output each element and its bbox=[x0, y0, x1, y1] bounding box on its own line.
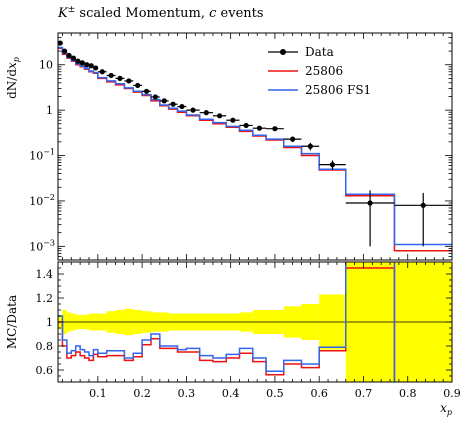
legend-label-25806-fs1: 25806 FS1 bbox=[305, 83, 371, 97]
legend-item-25806: 25806 bbox=[268, 64, 343, 78]
data-point bbox=[190, 107, 196, 113]
data-point bbox=[170, 101, 176, 107]
data-point bbox=[152, 94, 158, 100]
y-tick-label: 1 bbox=[46, 104, 53, 117]
data-point bbox=[88, 63, 94, 69]
data-point bbox=[272, 126, 278, 132]
main-plot-frame bbox=[57, 32, 453, 261]
y-tick-label: 10−3 bbox=[29, 238, 55, 253]
legend-data-marker bbox=[280, 49, 286, 55]
x-tick-label: 0.6 bbox=[310, 387, 328, 400]
data-point bbox=[367, 200, 373, 206]
y-axis-label: dN/dxp bbox=[5, 57, 21, 99]
series-line-25806-fs1 bbox=[58, 46, 452, 246]
x-tick-label: 0.3 bbox=[178, 387, 196, 400]
legend-item-25806-fs1: 25806 FS1 bbox=[268, 83, 371, 97]
data-point bbox=[93, 65, 99, 71]
ratio-plot-series bbox=[58, 262, 396, 382]
data-point bbox=[135, 82, 141, 89]
y-tick-label: 10−2 bbox=[29, 193, 55, 208]
data-point bbox=[62, 48, 68, 54]
legend: Data 25806 25806 FS1 bbox=[268, 45, 371, 97]
data-point bbox=[329, 162, 336, 168]
ratio-line-25806-fs1 bbox=[58, 262, 396, 382]
legend-item-data: Data bbox=[268, 45, 334, 59]
data-point bbox=[108, 72, 114, 79]
data-point bbox=[203, 110, 209, 116]
data-point bbox=[117, 75, 123, 81]
data-point bbox=[216, 113, 223, 119]
x-tick-label: 0.4 bbox=[222, 387, 240, 400]
data-point bbox=[99, 69, 105, 75]
data-point bbox=[307, 143, 313, 149]
ratio-tick-label: 0.8 bbox=[36, 340, 54, 353]
ratio-tick-label: 1.2 bbox=[36, 292, 54, 305]
data-point bbox=[230, 117, 236, 123]
ratio-uncertainty-band bbox=[58, 262, 452, 382]
data-point bbox=[84, 62, 90, 68]
ratio-y-axis-label: MC/Data bbox=[5, 295, 19, 349]
ratio-tick-label: 1.4 bbox=[36, 268, 54, 281]
x-tick-label: 0.9 bbox=[443, 387, 461, 400]
x-tick-label: 0.2 bbox=[133, 387, 151, 400]
x-axis-label: xp bbox=[440, 401, 452, 417]
axis-ticks: 0.1 0.2 0.3 0.4 0.5 0.6 0.7 0.8 0.9 10−3 10−2 10−1 1… bbox=[29, 32, 461, 400]
main-plot-series bbox=[58, 40, 452, 252]
data-point bbox=[290, 136, 296, 142]
y-tick-label: 10 bbox=[39, 59, 53, 72]
data-point bbox=[420, 202, 426, 208]
ratio-tick-label: 1 bbox=[46, 316, 53, 329]
legend-label-25806: 25806 bbox=[305, 64, 343, 78]
data-point bbox=[75, 58, 81, 64]
x-tick-label: 0.1 bbox=[89, 387, 107, 400]
ratio-tick-label: 0.6 bbox=[36, 364, 54, 377]
data-point bbox=[256, 125, 263, 131]
data-point bbox=[70, 55, 77, 61]
legend-label-data: Data bbox=[305, 45, 334, 59]
data-point bbox=[161, 98, 167, 104]
y-tick-label: 10−1 bbox=[29, 148, 55, 163]
chart-title: K± scaled Momentum, c events bbox=[57, 5, 264, 21]
x-tick-label: 0.7 bbox=[355, 387, 373, 400]
data-point bbox=[179, 103, 185, 110]
data-point bbox=[243, 122, 249, 129]
data-point bbox=[79, 60, 85, 66]
data-point bbox=[66, 52, 72, 59]
data-point bbox=[143, 88, 150, 94]
data-point bbox=[126, 78, 132, 84]
x-tick-label: 0.8 bbox=[399, 387, 417, 400]
x-tick-label: 0.5 bbox=[266, 387, 284, 400]
